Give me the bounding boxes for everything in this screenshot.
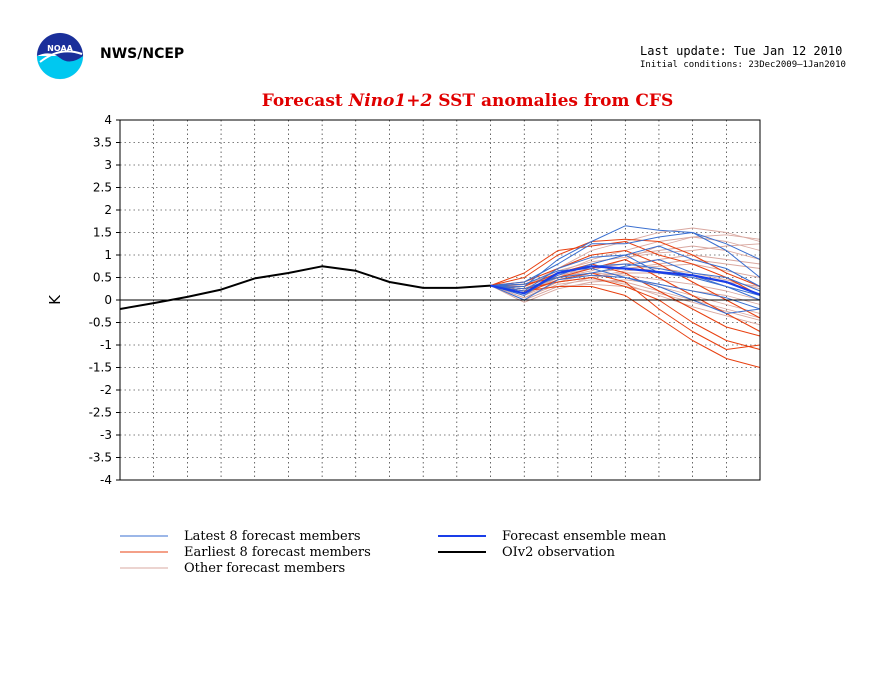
y-tick-label: -4: [100, 473, 112, 487]
last-update: Last update: Tue Jan 12 2010: [640, 44, 843, 58]
latest-member-line: [490, 225, 761, 287]
main-lines: [119, 265, 761, 310]
earliest-member-line: [490, 241, 761, 296]
earliest-member-line: [490, 272, 761, 350]
legend-latest-label: Latest 8 forecast members: [184, 529, 361, 544]
y-tick-label: -1: [100, 338, 112, 352]
y-tick-label: -0.5: [89, 316, 112, 330]
latest-member-line: [490, 263, 761, 296]
y-tick-label: 1: [104, 248, 112, 262]
y-tick-label: -3.5: [89, 451, 112, 465]
y-tick-label: 0.5: [93, 271, 112, 285]
initial-conditions: Initial conditions: 23Dec2009–1Jan2010: [640, 60, 846, 70]
noaa-logo: NOAA: [36, 32, 84, 80]
chart-title-suffix: SST anomalies from CFS: [432, 91, 674, 111]
earliest-member-line: [490, 285, 761, 368]
y-tick-label: 3: [104, 158, 112, 172]
y-tick-label: 3.5: [93, 136, 112, 150]
org-name: NWS/NCEP: [100, 46, 185, 62]
legend-mean-label: Forecast ensemble mean: [502, 529, 667, 544]
y-tick-labels: 4 3.5 3 2.5 2 1.5 1 0.5 0 -0.5 -1 -1.5 -2 -2.5 -3 -3.5 -…: [89, 113, 120, 487]
chart-title-prefix: Forecast: [261, 91, 349, 111]
y-tick-label: -2.5: [89, 406, 112, 420]
y-tick-label: 4: [104, 113, 112, 127]
legend-earliest-label: Earliest 8 forecast members: [184, 545, 371, 560]
chart-title: Forecast Nino1+2 SST anomalies from CFS: [0, 91, 880, 111]
earliest-member-line: [490, 238, 761, 287]
y-axis-label: K: [46, 294, 64, 305]
y-tick-label: 2: [104, 203, 112, 217]
y-tick-label: 2.5: [93, 181, 112, 195]
latest-member-line: [490, 232, 761, 287]
latest-member-line: [490, 259, 761, 292]
y-tick-label: 0: [104, 293, 112, 307]
observation-line: [119, 265, 491, 310]
chart-title-region: Nino1+2: [348, 91, 433, 111]
other-member-line: [490, 277, 761, 326]
y-tick-label: -2: [100, 383, 112, 397]
svg-text:NOAA: NOAA: [47, 44, 73, 53]
y-tick-label: 1.5: [93, 226, 112, 240]
legend-observation-label: OIv2 observation: [502, 545, 616, 560]
earliest-member-line: [490, 263, 761, 337]
y-tick-label: -3: [100, 428, 112, 442]
legend-other-label: Other forecast members: [184, 561, 345, 576]
y-tick-label: -1.5: [89, 361, 112, 375]
ensemble-mean-line: [490, 265, 761, 296]
other-member-line: [490, 243, 761, 287]
latest-member-line: [490, 268, 761, 314]
